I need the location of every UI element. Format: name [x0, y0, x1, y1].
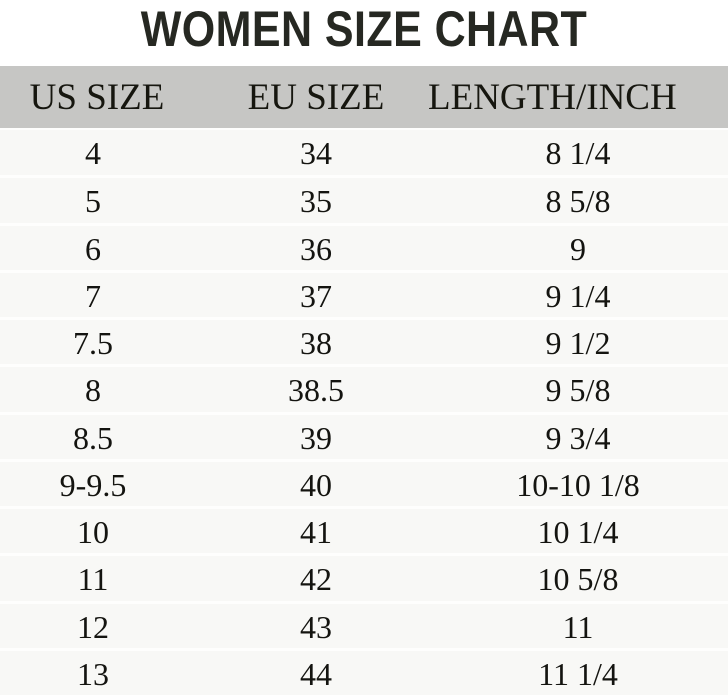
cell-us-size: 7.5: [73, 325, 113, 361]
cell-eu-size: 38: [300, 325, 332, 361]
cell-length-inch: 9: [570, 230, 586, 267]
cell-us-size: 4: [85, 135, 101, 171]
cell-us-size: 7: [85, 277, 101, 314]
cell-length-inch: 11 1/4: [538, 655, 618, 692]
table-row: 8.5 39 9 3/4: [0, 411, 728, 459]
cell-eu-size: 40: [300, 466, 332, 503]
cell-us-size: 9-9.5: [59, 466, 127, 503]
table-row: 9-9.5 40 10-10 1/8: [0, 458, 728, 506]
column-header-us-size: US SIZE: [29, 77, 165, 118]
cell-us-size: 12: [77, 608, 109, 645]
cell-length-inch: 9 5/8: [545, 372, 611, 409]
column-header-eu-size: EU SIZE: [247, 77, 385, 118]
table-row: 7.5 38 9 1/2: [0, 317, 728, 365]
cell-length-inch: 8 5/8: [545, 183, 611, 220]
table-row: 12 43 11: [0, 600, 728, 648]
cell-eu-size: 42: [300, 561, 332, 598]
cell-us-size: 11: [77, 561, 109, 598]
cell-us-size: 8: [85, 372, 101, 409]
table-row: 8 38.5 9 5/8: [0, 364, 728, 412]
cell-length-inch: 10 1/4: [537, 514, 619, 550]
cell-eu-size: 41: [300, 514, 332, 550]
table-row: 13 44 11 1/4: [0, 647, 728, 695]
column-header-length-inch: LENGTH/INCH: [428, 77, 677, 118]
cell-length-inch: 10 5/8: [537, 561, 619, 598]
cell-us-size: 8.5: [73, 419, 113, 456]
table-row: 7 37 9 1/4: [0, 269, 728, 317]
table-row: 4 34 8 1/4: [0, 128, 728, 176]
cell-length-inch: 8 1/4: [545, 135, 611, 171]
cell-eu-size: 38.5: [288, 372, 344, 409]
cell-us-size: 13: [77, 655, 109, 692]
table-row: 10 41 10 1/4: [0, 506, 728, 554]
table-row: 5 35 8 5/8: [0, 175, 728, 223]
cell-eu-size: 44: [300, 655, 332, 692]
page-title: WOMEN SIZE CHART: [140, 1, 588, 57]
cell-length-inch: 10-10 1/8: [516, 466, 640, 503]
table-body: 4 34 8 1/4 5 35 8 5/8 6 36 9 7 37 9 1/4 7.5 38 9 1/2 8 3…: [0, 128, 728, 695]
table-row: 6 36 9: [0, 222, 728, 270]
cell-eu-size: 39: [300, 419, 332, 456]
cell-eu-size: 34: [300, 135, 332, 171]
cell-eu-size: 43: [300, 608, 332, 645]
cell-length-inch: 11: [562, 608, 594, 645]
cell-length-inch: 9 1/4: [545, 277, 611, 314]
table-row: 11 42 10 5/8: [0, 553, 728, 601]
cell-us-size: 5: [85, 183, 101, 220]
cell-eu-size: 37: [300, 277, 332, 314]
cell-eu-size: 36: [300, 230, 332, 267]
cell-us-size: 10: [77, 514, 109, 550]
cell-length-inch: 9 1/2: [545, 325, 611, 361]
cell-length-inch: 9 3/4: [545, 419, 611, 456]
table-header-row: US SIZE EU SIZE LENGTH/INCH: [0, 66, 728, 128]
cell-us-size: 6: [85, 230, 101, 267]
cell-eu-size: 35: [300, 183, 332, 220]
